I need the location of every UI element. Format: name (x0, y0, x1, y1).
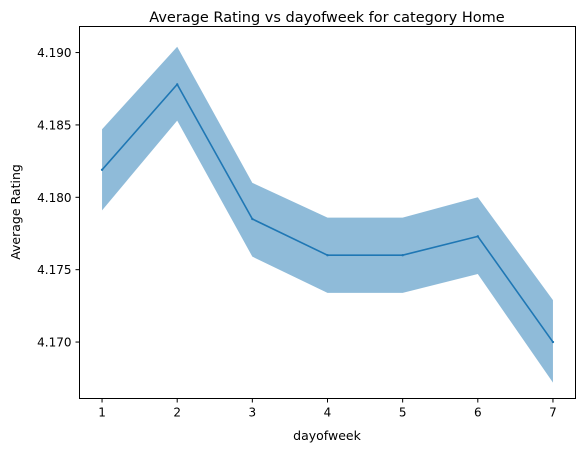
confidence-band (102, 46, 553, 383)
plot-area (79, 26, 576, 399)
data-point (551, 340, 555, 344)
x-axis-label: dayofweek (293, 428, 361, 443)
x-tick-label: 2 (173, 406, 181, 420)
data-point (476, 235, 480, 238)
y-tick-label: 4.175 (37, 263, 71, 277)
y-tick-label: 4.185 (37, 118, 71, 132)
x-tick-label: 4 (324, 406, 332, 420)
x-tick-label: 5 (399, 406, 407, 420)
x-tick-label: 7 (549, 406, 557, 420)
y-tick-label: 4.190 (37, 46, 71, 60)
chart-title: Average Rating vs dayofweek for category… (149, 10, 504, 26)
x-axis: 1 2 3 4 5 6 7 (98, 398, 557, 420)
x-tick-label: 6 (474, 406, 482, 420)
data-point (175, 83, 179, 86)
y-axis: 4.170 4.175 4.180 4.185 4.190 (37, 46, 80, 350)
data-point (326, 254, 329, 257)
data-point (251, 217, 254, 221)
x-tick-label: 3 (249, 406, 257, 420)
y-tick-label: 4.180 (37, 191, 71, 205)
data-point (100, 168, 104, 171)
y-tick-label: 4.170 (37, 336, 71, 350)
data-point (401, 254, 404, 257)
y-axis-label: Average Rating (8, 164, 23, 260)
x-tick-label: 1 (98, 406, 106, 420)
